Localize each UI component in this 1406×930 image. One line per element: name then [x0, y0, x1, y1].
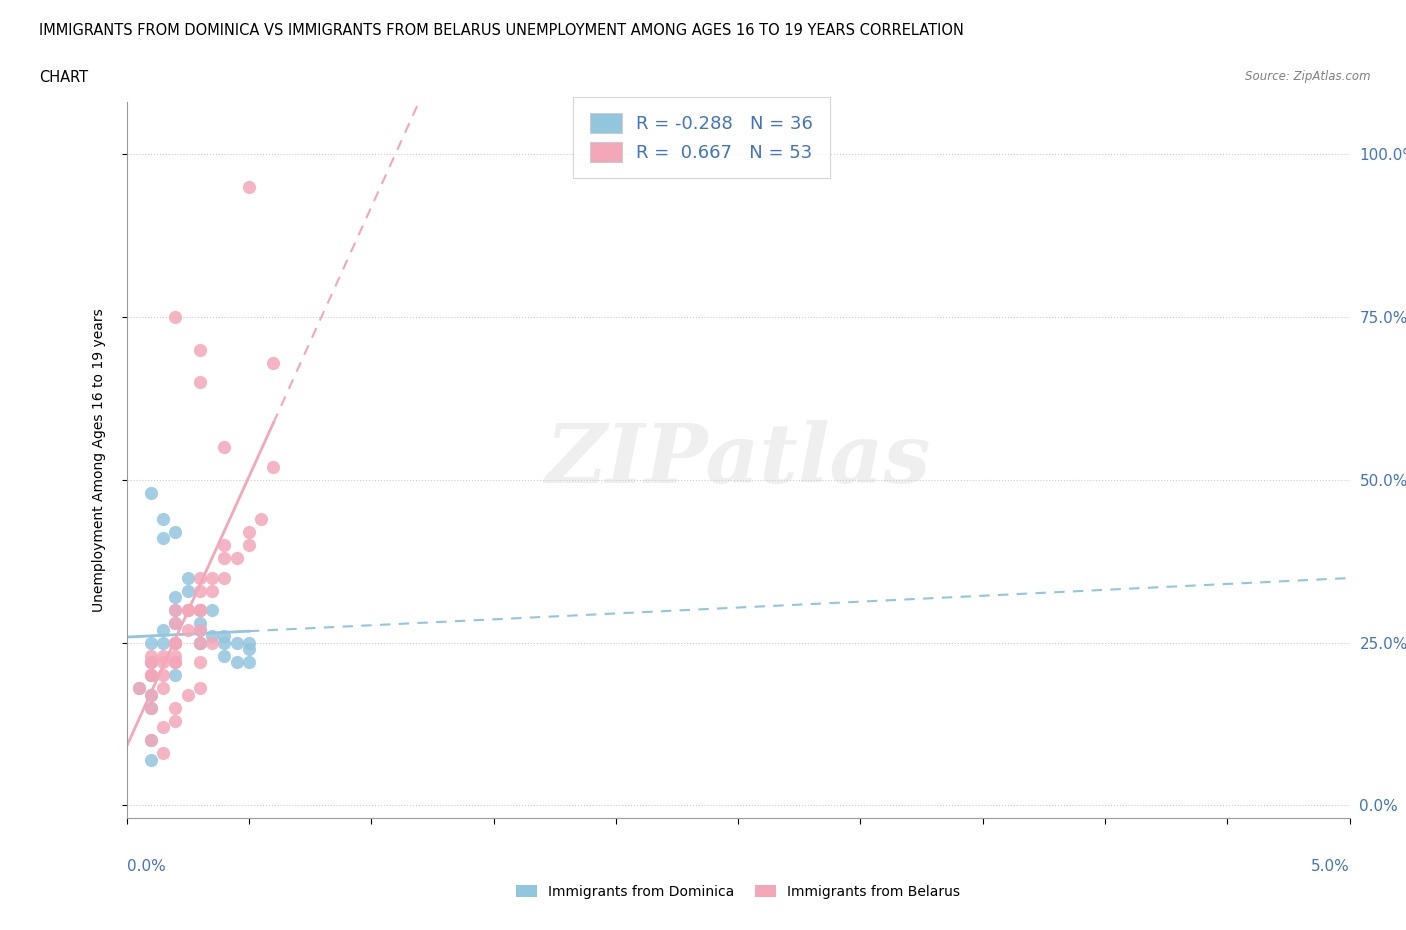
Point — [152, 635, 174, 650]
Point — [139, 668, 162, 683]
Point — [139, 485, 162, 500]
Text: IMMIGRANTS FROM DOMINICA VS IMMIGRANTS FROM BELARUS UNEMPLOYMENT AMONG AGES 16 T: IMMIGRANTS FROM DOMINICA VS IMMIGRANTS F… — [39, 23, 965, 38]
Point — [152, 681, 174, 696]
Point — [139, 635, 162, 650]
Point — [177, 570, 200, 585]
Point — [214, 538, 236, 552]
Point — [188, 635, 211, 650]
Point — [152, 668, 174, 683]
Point — [188, 603, 211, 618]
Point — [165, 635, 187, 650]
Point — [139, 733, 162, 748]
Point — [188, 635, 211, 650]
Point — [238, 635, 260, 650]
Point — [188, 622, 211, 637]
Point — [201, 603, 224, 618]
Text: 0.0%: 0.0% — [127, 859, 166, 874]
Point — [188, 635, 211, 650]
Point — [201, 629, 224, 644]
Point — [188, 375, 211, 390]
Point — [177, 687, 200, 702]
Point — [214, 629, 236, 644]
Point — [225, 655, 247, 670]
Point — [214, 570, 236, 585]
Point — [139, 655, 162, 670]
Point — [238, 179, 260, 194]
Point — [250, 512, 273, 526]
Point — [238, 642, 260, 657]
Point — [139, 687, 162, 702]
Text: Source: ZipAtlas.com: Source: ZipAtlas.com — [1246, 70, 1371, 83]
Point — [238, 525, 260, 539]
Point — [214, 648, 236, 663]
Point — [188, 342, 211, 357]
Point — [177, 622, 200, 637]
Point — [165, 648, 187, 663]
Point — [225, 635, 247, 650]
Point — [139, 733, 162, 748]
Point — [165, 635, 187, 650]
Text: CHART: CHART — [39, 70, 89, 85]
Point — [214, 635, 236, 650]
Point — [262, 459, 284, 474]
Point — [201, 583, 224, 598]
Point — [214, 551, 236, 565]
Point — [152, 655, 174, 670]
Point — [128, 681, 150, 696]
Point — [152, 648, 174, 663]
Text: 5.0%: 5.0% — [1310, 859, 1350, 874]
Point — [188, 583, 211, 598]
Point — [128, 681, 150, 696]
Point — [139, 655, 162, 670]
Point — [165, 668, 187, 683]
Point — [188, 570, 211, 585]
Point — [225, 551, 247, 565]
Point — [139, 668, 162, 683]
Point — [165, 713, 187, 728]
Y-axis label: Unemployment Among Ages 16 to 19 years: Unemployment Among Ages 16 to 19 years — [91, 309, 105, 612]
Point — [262, 355, 284, 370]
Point — [188, 603, 211, 618]
Point — [165, 655, 187, 670]
Point — [188, 622, 211, 637]
Point — [152, 531, 174, 546]
Point — [139, 700, 162, 715]
Point — [165, 635, 187, 650]
Point — [152, 622, 174, 637]
Point — [152, 746, 174, 761]
Point — [165, 310, 187, 325]
Point — [139, 700, 162, 715]
Point — [139, 668, 162, 683]
Point — [139, 687, 162, 702]
Point — [177, 603, 200, 618]
Point — [165, 616, 187, 631]
Point — [165, 590, 187, 604]
Legend: Immigrants from Dominica, Immigrants from Belarus: Immigrants from Dominica, Immigrants fro… — [510, 880, 966, 905]
Point — [188, 616, 211, 631]
Point — [238, 538, 260, 552]
Point — [152, 512, 174, 526]
Point — [165, 603, 187, 618]
Text: ZIPatlas: ZIPatlas — [546, 420, 931, 500]
Point — [165, 655, 187, 670]
Point — [188, 655, 211, 670]
Point — [139, 648, 162, 663]
Point — [177, 583, 200, 598]
Point — [188, 681, 211, 696]
Point — [139, 655, 162, 670]
Point — [177, 603, 200, 618]
Point — [165, 603, 187, 618]
Point — [201, 635, 224, 650]
Point — [214, 440, 236, 455]
Point — [238, 655, 260, 670]
Point — [165, 616, 187, 631]
Point — [201, 570, 224, 585]
Point — [188, 603, 211, 618]
Point — [165, 700, 187, 715]
Point — [139, 752, 162, 767]
Point — [152, 720, 174, 735]
Point — [165, 525, 187, 539]
